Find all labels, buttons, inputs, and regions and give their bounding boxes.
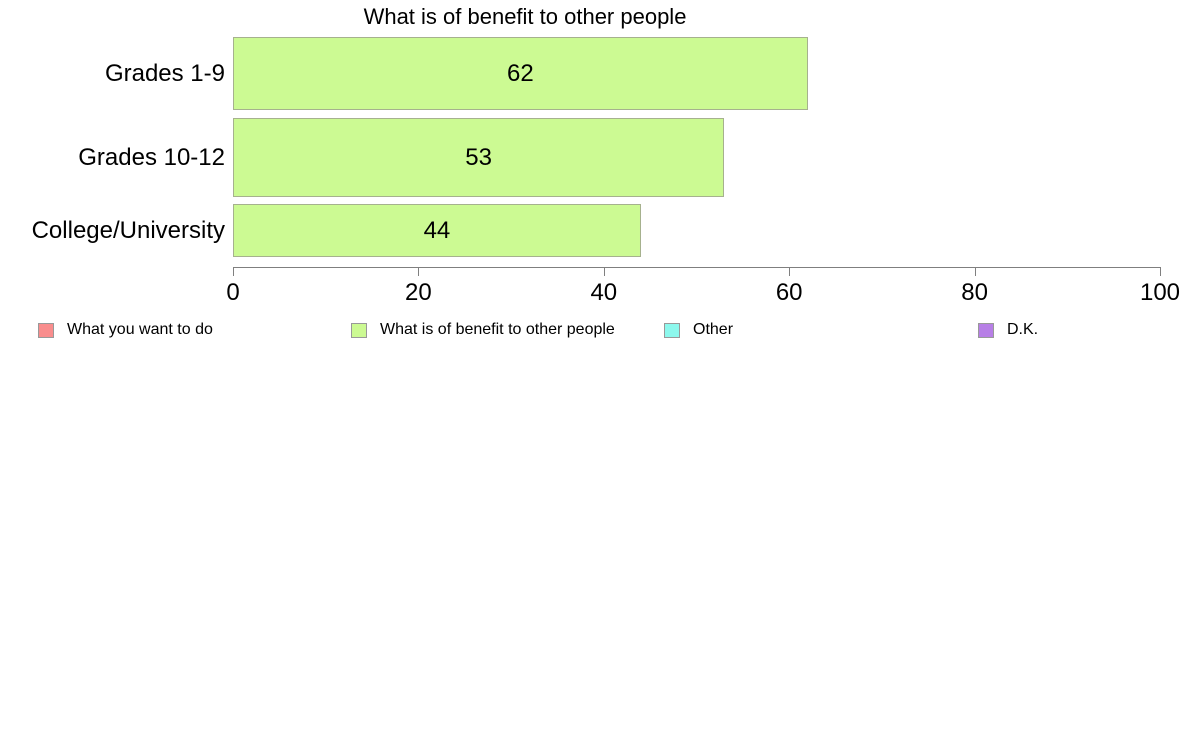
legend-item: D.K. [978,321,1038,339]
legend-item: Other [664,321,733,339]
x-axis-tick-label: 60 [775,279,803,306]
bar [233,37,808,110]
legend-item: What is of benefit to other people [351,321,615,339]
x-axis-tick-label: 80 [961,279,988,306]
x-axis-tick-label: 20 [405,279,432,306]
bar-value-label: 44 [423,216,451,244]
x-axis-tick [233,267,234,276]
bar [233,118,725,197]
legend-color-swatch [351,322,367,338]
category-label: Grades 1-9 [104,59,225,87]
chart-title: What is of benefit to other people [363,4,687,29]
bar [233,204,641,257]
category-label: College/University [31,216,225,244]
x-axis-tick-label: 40 [590,279,618,306]
x-axis-tick [1160,267,1161,276]
x-axis-line [233,267,1161,268]
x-axis-tick [974,267,976,276]
x-axis-tick [603,267,605,276]
legend-label: D.K. [1007,321,1039,338]
legend-color-swatch [38,322,54,338]
legend-label: What you want to do [67,321,213,338]
legend-item: What you want to do [38,321,213,339]
bar-value-label: 53 [465,143,492,171]
x-axis-tick [789,267,791,276]
category-label: Grades 10-12 [78,143,225,171]
legend-color-swatch [978,322,994,338]
x-axis-tick-label: 0 [226,279,240,306]
x-axis-tick [418,267,420,276]
x-axis-tick-label: 100 [1139,279,1181,306]
legend-label: Other [693,321,734,338]
legend-label: What is of benefit to other people [380,321,615,338]
bar-value-label: 62 [507,59,534,87]
legend-color-swatch [664,322,680,338]
